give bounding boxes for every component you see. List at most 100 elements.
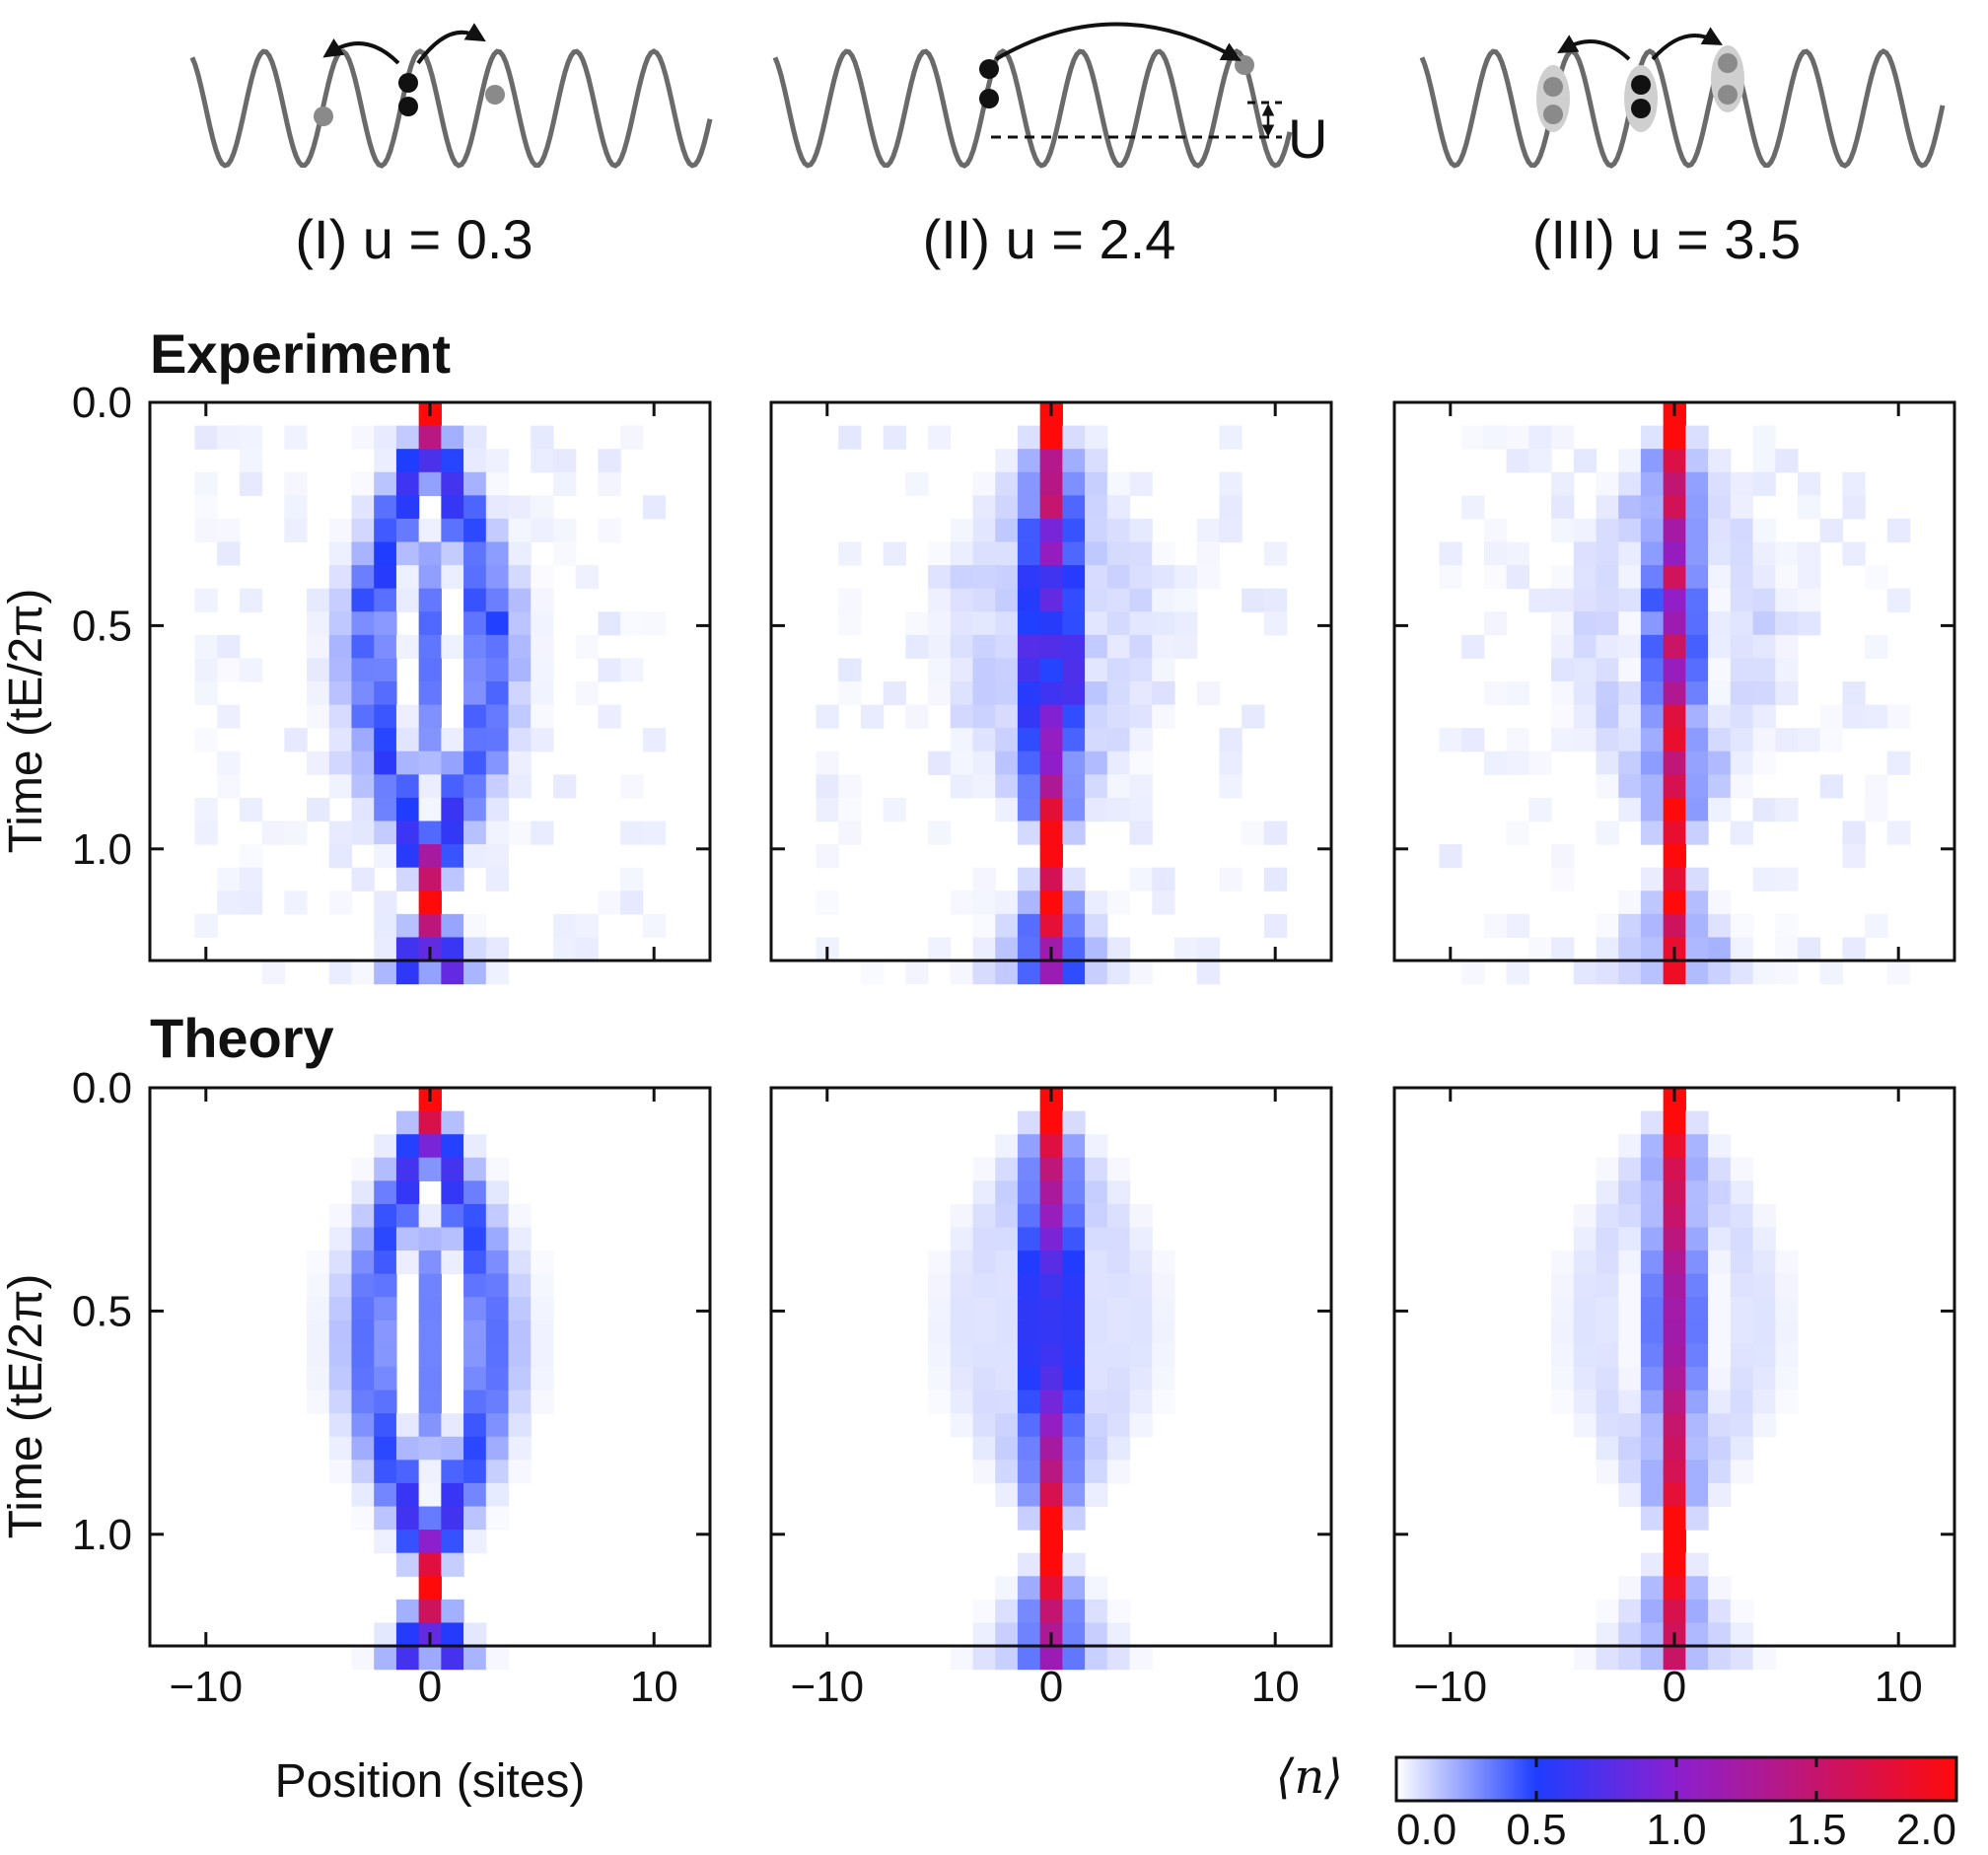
heatmap-cell [1596, 1250, 1619, 1275]
heatmap-cell [441, 1157, 464, 1181]
heatmap-cell [351, 1482, 375, 1508]
heatmap-cell [418, 913, 442, 939]
heatmap-cell [418, 1576, 442, 1601]
heatmap-cell [485, 634, 510, 660]
heatmap-cell [995, 913, 1019, 939]
heatmap-cell [1085, 471, 1108, 496]
heatmap-cell [1865, 565, 1888, 590]
heatmap-cell [1017, 820, 1041, 845]
heatmap-cell [351, 1320, 375, 1345]
heatmap-cell [463, 1413, 487, 1438]
heatmap-cell [1752, 1413, 1776, 1438]
heatmap-cell [1085, 728, 1108, 752]
heatmap-cell [194, 588, 218, 612]
heatmap-cell [374, 1250, 397, 1275]
heatmap-cell [1752, 1320, 1776, 1345]
heatmap-cell [1708, 1203, 1732, 1229]
heatmap-cell [1730, 1180, 1754, 1205]
heatmap-cell [1663, 750, 1686, 775]
heatmap-cell [463, 1482, 487, 1508]
heatmap-cell [1039, 425, 1063, 450]
heatmap-cell [328, 1367, 353, 1391]
heatmap-cell [351, 541, 375, 566]
heatmap-cell [351, 1203, 375, 1229]
heatmap-cell [1775, 1297, 1799, 1321]
heatmap-cell [1730, 1646, 1754, 1671]
heatmap-cell [418, 704, 442, 729]
heatmap-cell [995, 1390, 1019, 1414]
heatmap-cell [995, 797, 1019, 822]
heatmap-cell [620, 611, 644, 636]
heatmap-cell [441, 1482, 464, 1508]
heatmap-cell [1085, 1482, 1108, 1508]
heatmap-cell [1129, 1413, 1153, 1438]
heatmap-cell [1017, 681, 1041, 706]
heatmap-cell [1085, 1343, 1108, 1368]
row-title-experiment: Experiment [150, 322, 451, 385]
heatmap-cell [531, 634, 554, 660]
heatmap-cell [995, 1320, 1019, 1345]
heatmap-cell [1730, 1273, 1754, 1298]
heatmap-cell [1730, 1367, 1754, 1391]
heatmap-cell [307, 1320, 330, 1345]
heatmap-cell [1730, 1320, 1754, 1345]
heatmap-cell [928, 1250, 952, 1275]
heatmap-cell [1708, 1343, 1732, 1368]
heatmap-cell [1730, 728, 1754, 752]
heatmap-cell [1085, 449, 1108, 473]
heatmap-cell [1663, 1436, 1686, 1461]
heatmap-cell [1775, 1367, 1799, 1391]
heatmap-cell [1752, 961, 1776, 985]
heatmap-cell [1596, 1413, 1619, 1438]
heatmap-cell [1685, 1180, 1709, 1205]
heatmap-cell [1640, 774, 1665, 799]
heatmap-cell [1618, 1460, 1642, 1484]
heatmap-cell [485, 750, 510, 775]
heatmap-cell [441, 471, 464, 496]
heatmap-cell [1062, 1320, 1086, 1345]
heatmap-cell [1085, 425, 1108, 450]
heatmap-cell [441, 1552, 464, 1577]
heatmap-cell [1708, 634, 1732, 660]
heatmap-cell [598, 518, 621, 543]
heatmap-cell [328, 1227, 353, 1251]
heatmap-cell [1528, 750, 1552, 775]
heatmap-cell [1663, 1273, 1686, 1298]
heatmap-cell [1640, 518, 1665, 543]
heatmap-cell [928, 611, 952, 636]
heatmap-cell [1819, 728, 1843, 752]
heatmap-cell [531, 449, 554, 473]
atom [1235, 55, 1254, 75]
heatmap-cell [1173, 565, 1198, 590]
heatmap-cell [1017, 449, 1041, 473]
heatmap-cell [1039, 449, 1063, 473]
heatmap-cell [1596, 634, 1619, 660]
heatmap-cell [1708, 1646, 1732, 1671]
heatmap-cell [463, 1367, 487, 1391]
heatmap-cell [1708, 541, 1732, 566]
heatmap-cell [508, 1227, 532, 1251]
heatmap-cell [972, 728, 996, 752]
heatmap-cell [1640, 1250, 1665, 1275]
heatmap-cell [1039, 1273, 1063, 1298]
heatmap-cell [1797, 588, 1821, 612]
heatmap-cell [485, 704, 510, 729]
heatmap-cell [928, 681, 952, 706]
heatmap-cell [1842, 495, 1866, 520]
hop-arrow [322, 38, 400, 65]
heatmap-cell [1685, 588, 1709, 612]
heatmap-cell [1573, 961, 1598, 985]
heatmap-cell [463, 844, 487, 869]
heatmap-cell [1842, 471, 1866, 496]
heatmap-cell [1039, 1343, 1063, 1368]
heatmap-cell [1106, 728, 1131, 752]
heatmap-cell [1685, 820, 1709, 845]
heatmap-cell [1865, 704, 1888, 729]
heatmap-cell [351, 681, 375, 706]
heatmap-cell [838, 658, 862, 682]
heatmap-cell [441, 634, 464, 660]
heatmap-cell [1085, 1460, 1108, 1484]
heatmap-cell [1685, 1134, 1709, 1159]
heatmap-cell [351, 1273, 375, 1298]
heatmap-cell [418, 1599, 442, 1624]
